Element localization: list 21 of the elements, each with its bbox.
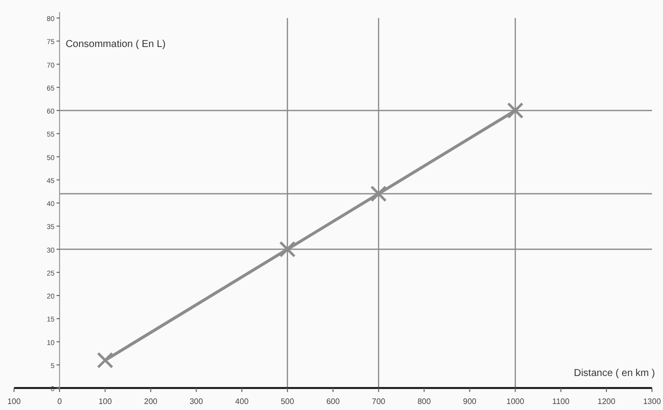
y-axis-title: Consommation ( En L) (66, 39, 166, 50)
x-tick-label: 500 (280, 397, 295, 406)
x-tick-label: 400 (235, 397, 250, 406)
point (96, 352, 114, 368)
x-tick-label: 1100 (552, 397, 570, 406)
x-tick-label: 600 (326, 397, 340, 406)
x-tick-label: 800 (417, 397, 432, 406)
x-tick-label: 0 (57, 397, 62, 406)
point (279, 241, 296, 258)
x-tick-label: 1000 (506, 397, 525, 406)
x-tick-label: 100 (7, 397, 22, 406)
x-tick-label: 1300 (643, 397, 662, 406)
point (370, 186, 387, 202)
x-axis-title: Distance ( en km ) (574, 368, 655, 379)
x-tick-label: 900 (463, 397, 477, 406)
point (507, 102, 524, 119)
x-tick-label: 1200 (598, 397, 616, 406)
x-tick-label: 200 (144, 397, 158, 406)
x-tick-label: 700 (372, 397, 386, 406)
x-tick-label: 300 (190, 397, 204, 406)
x-tick-label: 100 (98, 397, 112, 406)
